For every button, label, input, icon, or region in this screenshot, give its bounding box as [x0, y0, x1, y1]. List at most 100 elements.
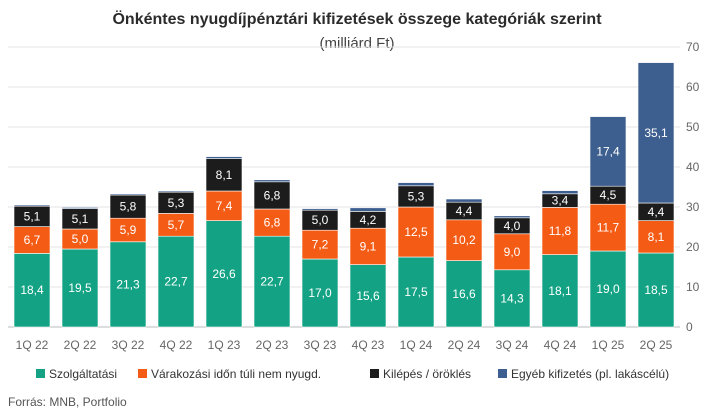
data-label: 12,5 [404, 225, 428, 239]
x-tick-label: 4Q 24 [544, 338, 577, 352]
bar-segment [301, 258, 339, 328]
bar-segment [541, 254, 579, 328]
bar-segment [109, 241, 147, 328]
y-tick-label: 20 [686, 240, 700, 254]
gridlines [8, 46, 680, 328]
data-label: 35,1 [644, 126, 668, 140]
bar-segment [349, 207, 387, 212]
x-tick-label: 1Q 25 [592, 338, 625, 352]
data-label: 10,2 [452, 233, 476, 247]
bar-segment [253, 208, 291, 237]
legend-label: Szolgáltatási [49, 367, 117, 381]
bar-segment [13, 204, 51, 207]
bar-segment [205, 190, 243, 221]
bar-segment [445, 219, 483, 261]
data-label: 6,7 [24, 233, 41, 247]
y-tick-label: 40 [686, 160, 700, 174]
bar-segment [637, 62, 675, 204]
data-label: 17,5 [404, 285, 428, 299]
data-label: 17,0 [308, 286, 332, 300]
data-label: 16,6 [452, 287, 476, 301]
data-label: 5,7 [168, 218, 185, 232]
data-label: 18,4 [20, 283, 44, 297]
bar-segment [589, 116, 627, 187]
bar-segment [205, 158, 243, 192]
bar-segment [61, 207, 99, 209]
bar-segment [61, 248, 99, 328]
legend: Szolgáltatási Várakozási időn túli nem ny… [36, 367, 669, 381]
x-tick-label: 4Q 22 [160, 338, 193, 352]
x-axis: 1Q 22 2Q 22 3Q 22 4Q 22 1Q 23 2Q 23 3Q 23 4Q 23… [16, 338, 673, 352]
data-label: 6,8 [264, 216, 281, 230]
data-label: 5,9 [120, 223, 137, 237]
x-tick-label: 1Q 23 [208, 338, 241, 352]
y-tick-label: 30 [686, 200, 700, 214]
bar-segment [301, 208, 339, 211]
bar-segment [637, 220, 675, 254]
legend-swatch [498, 369, 507, 378]
x-tick-label: 4Q 23 [352, 338, 385, 352]
x-tick-label: 1Q 22 [16, 338, 49, 352]
y-tick-label: 60 [686, 80, 700, 94]
y-tick-label: 50 [686, 120, 700, 134]
data-label: 7,2 [312, 238, 329, 252]
data-label: 7,4 [216, 199, 233, 213]
data-label: 9,1 [360, 239, 377, 253]
source-note: Forrás: MNB, Portfolio [8, 395, 127, 409]
data-label: 4,5 [600, 188, 617, 202]
data-label: 8,1 [216, 168, 233, 182]
bar-segment [397, 182, 435, 187]
y-tick-label: 0 [686, 320, 693, 334]
legend-swatch [36, 369, 45, 378]
x-tick-label: 2Q 24 [448, 338, 481, 352]
data-label: 19,5 [68, 281, 92, 295]
data-label: 22,7 [164, 275, 188, 289]
bars: 18,4 6,7 5,1 19,5 5,0 5,1 21,3 5,9 5,8 22,7 5,7 5,3… [13, 62, 675, 328]
x-tick-label: 2Q 25 [640, 338, 673, 352]
data-label: 11,7 [597, 221, 620, 235]
bar-segment [445, 198, 483, 203]
bar-segment [541, 207, 579, 255]
data-label: 3,4 [552, 194, 569, 208]
data-label: 4,4 [456, 204, 473, 218]
x-tick-label: 3Q 22 [112, 338, 145, 352]
y-tick-label: 70 [686, 40, 700, 54]
data-label: 19,0 [596, 282, 620, 296]
bar-segment [205, 156, 243, 159]
bar-segment [13, 253, 51, 328]
legend-label: Várakozási időn túli nem nyugd. [151, 367, 321, 381]
bar-segment [493, 233, 531, 271]
bar-segment [157, 235, 195, 328]
bar-segment [589, 250, 627, 328]
data-label: 15,6 [356, 289, 380, 303]
bar-segment [205, 220, 243, 328]
data-label: 4,0 [504, 219, 521, 233]
x-tick-label: 2Q 22 [64, 338, 97, 352]
data-label: 5,3 [168, 196, 185, 210]
data-label: 11,8 [549, 224, 572, 238]
bar-segment [157, 190, 195, 193]
bar-segment [493, 269, 531, 328]
data-label: 21,3 [116, 277, 140, 291]
x-tick-label: 3Q 24 [496, 338, 529, 352]
bar-segment [109, 193, 147, 196]
data-label: 14,3 [500, 291, 524, 305]
bar-segment [493, 215, 531, 219]
bar-segment [253, 235, 291, 328]
bar-segment [349, 264, 387, 328]
y-axis: 0 10 20 30 40 50 60 70 [686, 40, 700, 334]
legend-label: Egyéb kifizetés (pl. lakáscélú) [511, 367, 669, 381]
data-label: 5,8 [120, 200, 137, 214]
data-label: 5,1 [24, 209, 41, 223]
data-label: 5,1 [72, 212, 89, 226]
data-label: 9,0 [504, 245, 521, 259]
data-label: 18,1 [548, 284, 572, 298]
bar-segment [349, 227, 387, 265]
x-tick-label: 3Q 23 [304, 338, 337, 352]
bar-segment [301, 229, 339, 260]
data-label: 4,4 [648, 205, 665, 219]
data-label: 22,7 [260, 275, 284, 289]
data-label: 5,0 [72, 232, 89, 246]
data-label: 8,1 [648, 230, 665, 244]
